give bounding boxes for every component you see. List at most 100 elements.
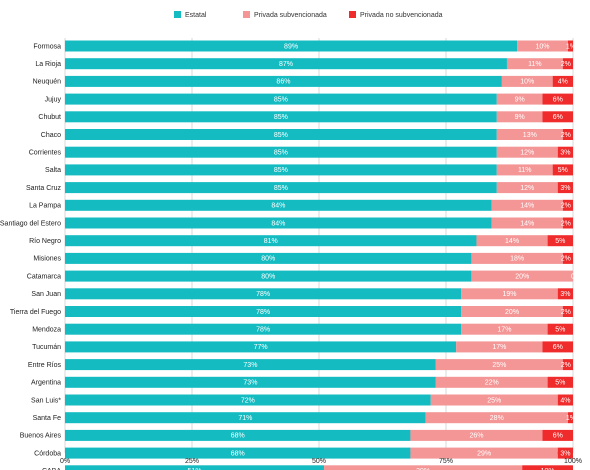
bar-segment: [522, 465, 573, 470]
bar-segment: [547, 235, 573, 247]
data-label: 29%: [477, 450, 491, 457]
data-label: 5%: [555, 238, 565, 245]
category-label: San Juan: [31, 291, 61, 298]
category-label: Santiago del Estero: [0, 220, 61, 227]
bar-segment: [496, 129, 563, 140]
data-label: 0%: [571, 273, 581, 280]
bar-segment: [65, 58, 507, 70]
bar-segment: [562, 217, 573, 229]
bar-segment: [65, 394, 431, 406]
category-label: Río Negro: [29, 238, 61, 245]
bar-segment: [65, 75, 502, 87]
category-label: CABA: [42, 468, 61, 470]
data-label: 78%: [256, 291, 270, 298]
category-label: Tierra del Fuego: [10, 309, 61, 316]
category-label: Córdoba: [34, 450, 61, 457]
data-label: 3%: [560, 291, 570, 298]
data-label: 13%: [523, 132, 537, 139]
data-label: 20%: [505, 309, 519, 316]
data-label: 68%: [231, 450, 245, 457]
category-label: La Rioja: [35, 61, 61, 68]
category-label: La Pampa: [29, 203, 61, 210]
bar-segment: [435, 376, 548, 388]
data-label: 5%: [558, 167, 568, 174]
bar-segment: [65, 359, 436, 371]
legend: Estatal Privada subvencionada Privada no s…: [174, 11, 443, 19]
bar-segment: [65, 252, 472, 264]
bar-segment: [542, 93, 573, 105]
data-label: 85%: [274, 167, 288, 174]
bar-segment: [65, 182, 497, 194]
bar-segment: [65, 146, 497, 158]
bar-segment: [562, 306, 573, 317]
x-tick-label: 50%: [312, 458, 326, 465]
legend-swatch: [243, 11, 250, 18]
bar-segment: [491, 199, 563, 211]
bar-segment: [542, 341, 573, 353]
bar-segment: [552, 75, 573, 87]
category-label: Tucumán: [32, 344, 61, 351]
bar-segment: [491, 217, 563, 229]
category-label: Jujuy: [45, 96, 62, 103]
bar-segment: [65, 270, 472, 282]
data-label: 6%: [553, 344, 563, 351]
bar-segment: [501, 75, 553, 87]
category-label: Formosa: [33, 43, 61, 50]
data-label: 77%: [254, 344, 268, 351]
bar-segment: [496, 164, 553, 176]
data-label: 2%: [561, 132, 571, 139]
data-label: 2%: [561, 203, 571, 210]
data-label: 4%: [560, 397, 570, 404]
data-label: 9%: [515, 96, 525, 103]
bar-segment: [425, 412, 568, 424]
data-label: 26%: [469, 433, 483, 440]
data-label: 10%: [520, 79, 534, 86]
bar-segment: [567, 412, 573, 424]
bar-segment: [471, 270, 573, 282]
bar-segment: [542, 111, 573, 123]
legend-label: Estatal: [185, 12, 207, 19]
data-label: 10%: [536, 43, 550, 50]
data-label: 25%: [487, 397, 501, 404]
data-label: 80%: [261, 256, 275, 263]
bar-segment: [557, 394, 573, 406]
data-label: 2%: [561, 309, 571, 316]
bar-segment: [65, 429, 411, 441]
data-label: 78%: [256, 309, 270, 316]
data-label: 9%: [515, 114, 525, 121]
bar-segment: [496, 182, 558, 194]
bar-segment: [65, 447, 411, 459]
bar-segment: [65, 217, 492, 229]
bar-segment: [562, 252, 573, 264]
data-label: 25%: [492, 362, 506, 369]
bar-segment: [542, 429, 573, 441]
bar-segment: [552, 164, 573, 176]
legend-swatch: [174, 11, 181, 18]
bar-segment: [557, 182, 573, 194]
bar-segment: [65, 341, 457, 353]
data-label: 85%: [274, 96, 288, 103]
bar-segment: [65, 465, 325, 470]
bar-segment: [324, 465, 523, 470]
bar-segment: [435, 359, 563, 371]
bar-segment: [461, 288, 558, 300]
category-label: Chaco: [41, 132, 61, 139]
bar-segment: [557, 288, 573, 300]
bar-segment: [471, 252, 563, 264]
data-label: 11%: [528, 61, 542, 68]
data-label: 5%: [555, 327, 565, 334]
data-label: 14%: [505, 238, 519, 245]
bar-segment: [461, 306, 563, 317]
data-label: 2%: [561, 256, 571, 263]
bar-segment: [567, 40, 573, 52]
bar-segment: [496, 111, 543, 123]
legend-label: Privada subvencionada: [254, 12, 327, 19]
data-label: 80%: [261, 273, 275, 280]
bar-segment: [65, 129, 497, 140]
data-label: 17%: [492, 344, 506, 351]
data-label: 14%: [520, 220, 534, 227]
data-label: 12%: [520, 150, 534, 157]
data-label: 85%: [274, 185, 288, 192]
x-axis-ticks: 0% 25% 50% 75% 100%: [60, 458, 582, 465]
